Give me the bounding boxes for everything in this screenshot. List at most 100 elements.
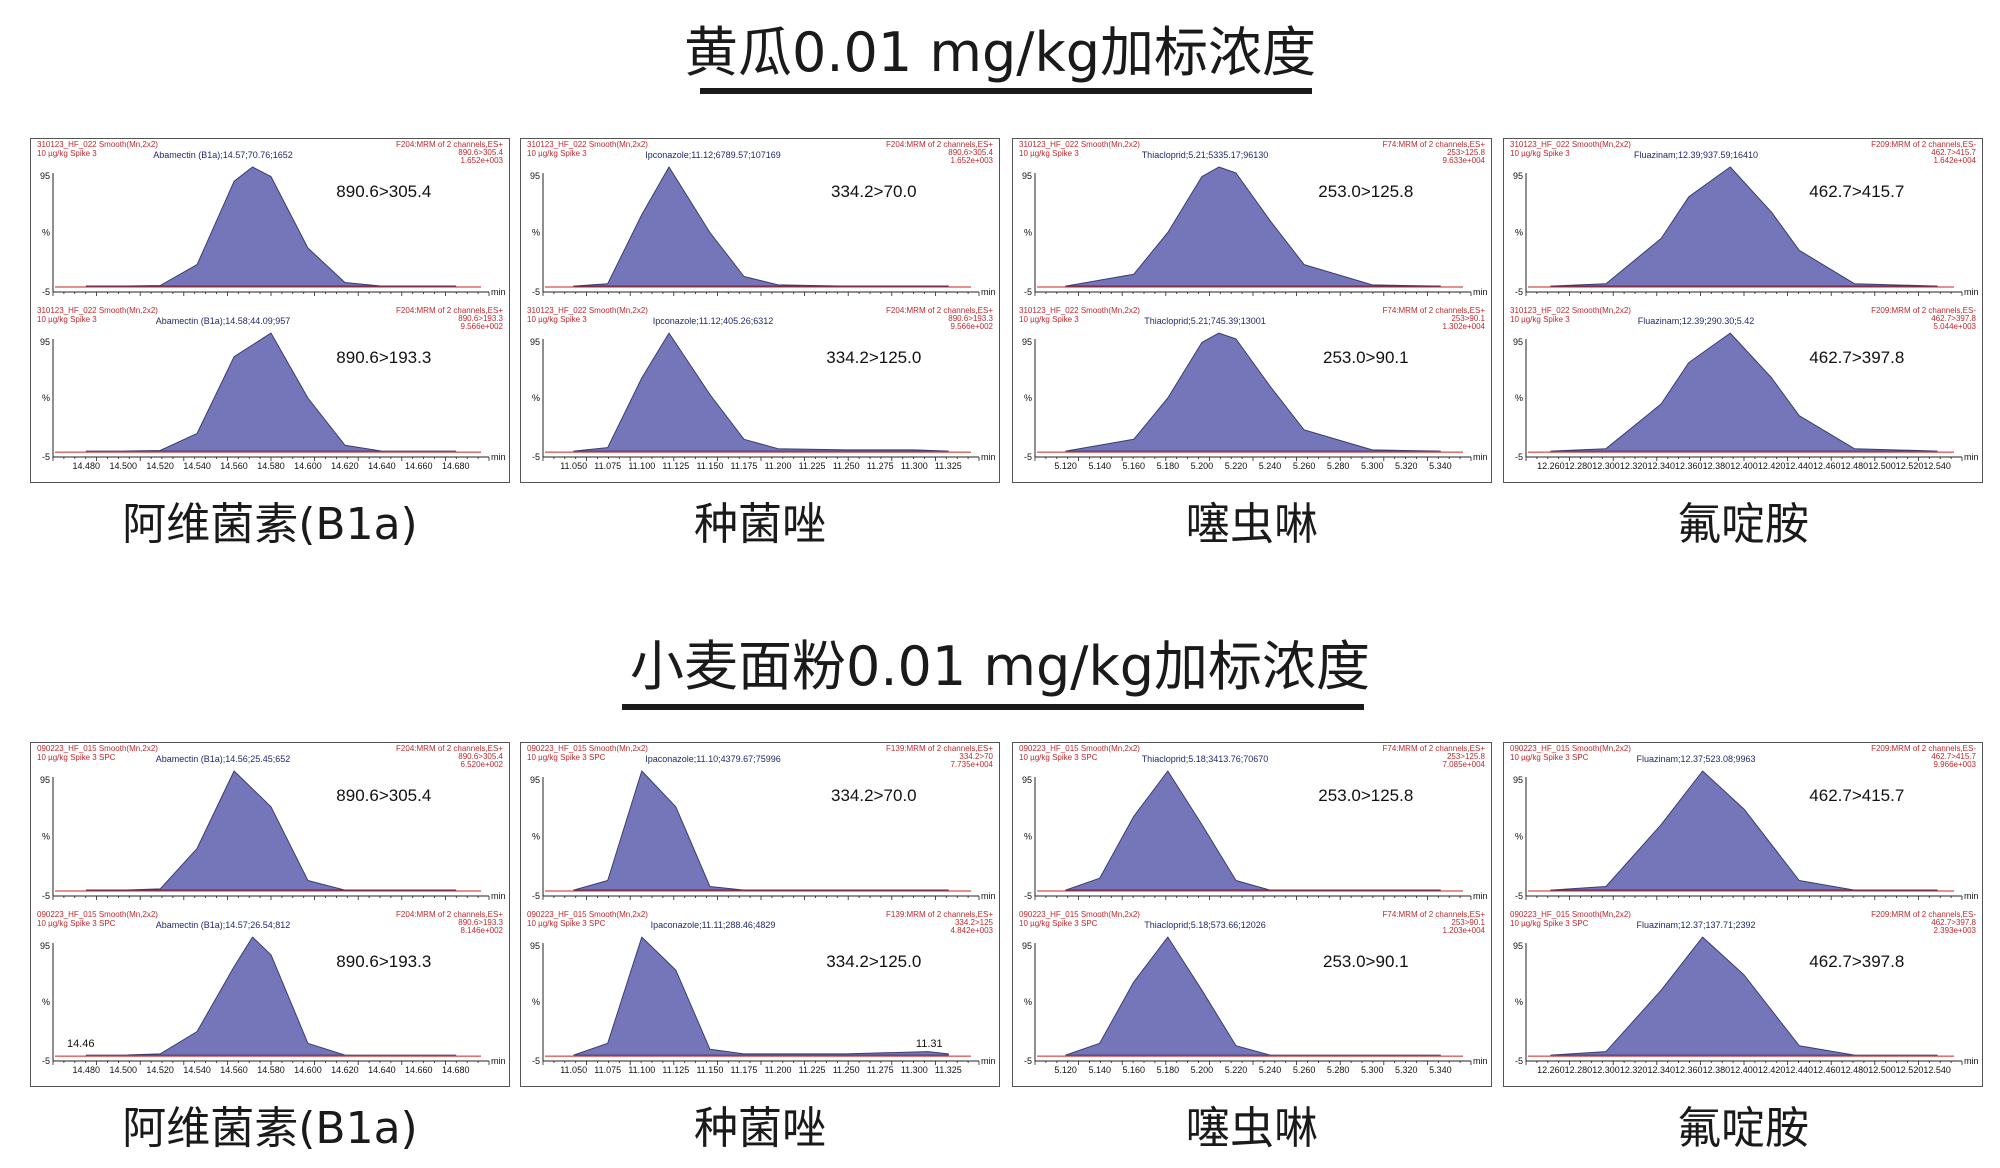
x-axis-unit-label: min — [1964, 287, 1979, 297]
channel-intensity: 2.393e+003 — [1934, 926, 1977, 935]
x-tick-label: 11.100 — [628, 1065, 655, 1075]
x-tick-label: 11.050 — [560, 1065, 587, 1075]
channel-intensity: 9.566e+002 — [951, 322, 994, 331]
mrm-transition-label: 334.2>70.0 — [831, 786, 917, 805]
y-axis-unit-label: % — [1515, 228, 1523, 238]
x-tick-label: 11.175 — [731, 1065, 758, 1075]
sample-subheader: 10 µg/kg Spike 3 — [527, 315, 587, 324]
y-axis-unit-label: % — [532, 832, 540, 842]
title-underline — [700, 88, 1312, 94]
peak-area — [1065, 332, 1441, 452]
sample-header: 310123_HF_022 Smooth(Mn,2x2) — [1019, 140, 1140, 149]
peak-annotation: 14.46 — [67, 1038, 95, 1050]
channel-transition: 253>90.1 — [1451, 314, 1485, 323]
channel-transition: 890.6>305.4 — [948, 148, 993, 157]
x-axis-unit-label: min — [981, 891, 996, 901]
peak-area — [1550, 332, 1938, 452]
x-axis-unit-label: min — [1964, 1056, 1979, 1066]
x-axis-unit-label: min — [1473, 287, 1488, 297]
channel-intensity: 7.085e+004 — [1443, 760, 1486, 769]
chromatogram-panel: 310123_HF_022 Smooth(Mn,2x2) 10 µg/kg Spi… — [1503, 138, 1983, 483]
x-tick-label: 11.150 — [696, 1065, 723, 1075]
sample-subheader: 10 µg/kg Spike 3 SPC — [37, 753, 116, 762]
channel-info: F204:MRM of 2 channels,ES+ — [396, 910, 503, 919]
x-tick-label: 11.125 — [662, 1065, 689, 1075]
channel-transition: 890.6>305.4 — [458, 148, 503, 157]
mrm-transition-label: 334.2>70.0 — [831, 182, 917, 201]
x-tick-label: 12.540 — [1923, 1065, 1951, 1075]
sample-header: 090223_HF_015 Smooth(Mn,2x2) — [1510, 910, 1631, 919]
compound-name: 阿维菌素(B1a) — [122, 1103, 418, 1154]
chromatogram-svg: 090223_HF_015 Smooth(Mn,2x2)10 µg/kg Spi… — [1510, 744, 1979, 1075]
peak-info: Ipconazole;11.12;405.26;6312 — [653, 316, 773, 326]
channel-transition: 462.7>415.7 — [1931, 148, 1976, 157]
x-tick-label: 14.560 — [220, 1065, 248, 1075]
channel-info: F204:MRM of 2 channels,ES+ — [396, 306, 503, 315]
mrm-transition-label: 890.6>305.4 — [336, 182, 431, 201]
channel-info: F209:MRM of 2 channels,ES- — [1871, 140, 1976, 149]
title-underline — [622, 704, 1364, 710]
x-tick-label: 11.050 — [560, 461, 587, 471]
y-axis-min-label: -5 — [1515, 452, 1523, 462]
channel-transition: 334.2>70 — [959, 752, 993, 761]
channel-info: F139:MRM of 2 channels,ES+ — [886, 744, 993, 753]
x-tick-label: 12.540 — [1923, 461, 1951, 471]
x-tick-label: 5.340 — [1429, 461, 1452, 471]
sample-header: 090223_HF_015 Smooth(Mn,2x2) — [1510, 744, 1631, 753]
x-axis-unit-label: min — [1473, 452, 1488, 462]
x-tick-label: 12.420 — [1758, 1065, 1786, 1075]
peak-area — [85, 936, 457, 1056]
x-tick-label: 11.325 — [935, 461, 962, 471]
x-tick-label: 14.540 — [183, 1065, 211, 1075]
x-tick-label: 11.150 — [696, 461, 723, 471]
compound-name: 种菌唑 — [694, 1103, 826, 1154]
x-tick-label: 11.225 — [799, 1065, 826, 1075]
peak-info: Ipconazole;11.12;6789.57;107169 — [645, 150, 780, 160]
y-axis-unit-label: % — [1024, 832, 1032, 842]
peak-area — [1550, 936, 1938, 1056]
peak-info: Thiacloprid;5.18;573.66;12026 — [1144, 920, 1266, 930]
channel-transition: 253>125.8 — [1447, 148, 1486, 157]
sample-subheader: 10 µg/kg Spike 3 — [527, 149, 587, 158]
y-axis-max-label: 95 — [1022, 171, 1032, 181]
peak-area — [85, 332, 457, 452]
peak-info: Abamectin (B1a);14.57;70.76;1652 — [153, 150, 293, 160]
channel-info: F204:MRM of 2 channels,ES+ — [886, 140, 993, 149]
sample-subheader: 10 µg/kg Spike 3 — [1510, 149, 1570, 158]
y-axis-unit-label: % — [42, 832, 50, 842]
sample-subheader: 10 µg/kg Spike 3 — [37, 149, 97, 158]
sample-header: 310123_HF_022 Smooth(Mn,2x2) — [1019, 306, 1140, 315]
y-axis-max-label: 95 — [40, 941, 50, 951]
channel-info: F74:MRM of 2 channels,ES+ — [1383, 910, 1486, 919]
sample-subheader: 10 µg/kg Spike 3 — [37, 315, 97, 324]
x-tick-label: 12.300 — [1592, 461, 1620, 471]
x-tick-label: 12.500 — [1868, 1065, 1896, 1075]
x-axis-unit-label: min — [491, 452, 506, 462]
y-axis-min-label: -5 — [1024, 891, 1032, 901]
section-title-cucumber: 黄瓜0.01 mg/kg加标浓度 — [683, 21, 1317, 84]
channel-intensity: 1.652e+003 — [461, 156, 504, 165]
chromatogram-panel: 090223_HF_015 Smooth(Mn,2x2) 10 µg/kg Spi… — [520, 742, 1000, 1087]
x-tick-label: 11.275 — [867, 1065, 894, 1075]
x-tick-label: 12.380 — [1703, 1065, 1731, 1075]
chromatogram-svg: 310123_HF_022 Smooth(Mn,2x2)10 µg/kg Spi… — [1510, 140, 1979, 471]
channel-info: F209:MRM of 2 channels,ES- — [1871, 306, 1976, 315]
compound-name: 氟啶胺 — [1677, 499, 1809, 550]
x-tick-label: 12.440 — [1785, 461, 1813, 471]
x-tick-label: 11.325 — [935, 1065, 962, 1075]
x-tick-label: 14.680 — [442, 1065, 470, 1075]
y-axis-max-label: 95 — [530, 775, 540, 785]
y-axis-max-label: 95 — [1513, 337, 1523, 347]
x-tick-label: 5.160 — [1123, 461, 1146, 471]
x-tick-label: 14.580 — [257, 1065, 285, 1075]
chromatogram-panel: 090223_HF_015 Smooth(Mn,2x2) 10 µg/kg Spi… — [1503, 742, 1983, 1087]
compound-name: 噻虫啉 — [1186, 499, 1318, 550]
peak-info: Thiacloprid;5.21;5335.17;96130 — [1142, 150, 1269, 160]
peak-area — [573, 770, 949, 891]
y-axis-min-label: -5 — [42, 891, 50, 901]
y-axis-max-label: 95 — [40, 775, 50, 785]
x-axis-unit-label: min — [1473, 891, 1488, 901]
x-tick-label: 5.160 — [1123, 1065, 1146, 1075]
sample-header: 090223_HF_015 Smooth(Mn,2x2) — [1019, 744, 1140, 753]
y-axis-max-label: 95 — [1513, 775, 1523, 785]
